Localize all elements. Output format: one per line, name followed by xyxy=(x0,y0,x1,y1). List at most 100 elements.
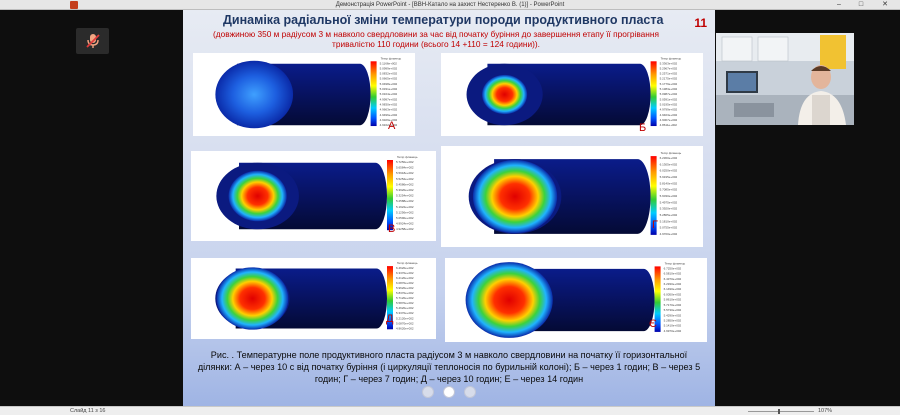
status-bar: Слайд 11 з 16 107% xyxy=(0,406,900,415)
legend-tick: 5.7170e+002 xyxy=(664,303,682,307)
legend-tick: 5.5918e+002 xyxy=(396,171,414,175)
maximize-icon[interactable]: □ xyxy=(858,1,864,8)
nav-dot-prev[interactable] xyxy=(422,386,434,398)
legend-tick: 6.2930e+002 xyxy=(664,282,682,286)
legend-tick: 5.0164e+002 xyxy=(380,92,398,96)
legend-tick: 5.1410e+002 xyxy=(664,324,682,328)
legend-tick: 5.2175e+002 xyxy=(660,77,678,81)
slide-canvas: Динаміка радіальної зміни температури по… xyxy=(183,10,715,406)
legend-colorbar xyxy=(654,266,661,332)
legend-tick: 5.0590e+002 xyxy=(396,216,414,220)
heat-spot xyxy=(228,170,287,222)
legend-tick: 5.1922e+002 xyxy=(396,205,414,209)
legend-tick: 5.2120e+002 xyxy=(396,316,414,320)
legend-tick: 5.4290e+002 xyxy=(664,313,682,317)
legend-tick: 4.9162e+002 xyxy=(380,123,398,127)
nav-dot-next[interactable] xyxy=(464,386,476,398)
legend-tick: 5.2588e+002 xyxy=(396,199,414,203)
legend-tick: 5.5252e+002 xyxy=(396,177,414,181)
zoom-slider-thumb[interactable] xyxy=(778,409,780,414)
panel-label: В xyxy=(388,223,396,235)
legend-tick: 6.3370e+002 xyxy=(396,271,414,275)
legend-tick: 4.9700e+002 xyxy=(660,232,678,236)
zoom-slider[interactable] xyxy=(748,411,814,412)
webcam-video xyxy=(716,33,854,125)
legend-tick: 5.0195e+002 xyxy=(660,102,678,106)
legend-title: Temp фланець xyxy=(661,151,682,155)
legend-tick: 5.0665e+002 xyxy=(380,77,398,81)
legend-tick: 5.7120e+002 xyxy=(396,296,414,300)
figure-caption: Рис. . Температурне поле продуктивного п… xyxy=(197,350,701,384)
slide-count: Слайд 11 з 16 xyxy=(70,408,106,414)
panel-label: Б xyxy=(639,122,647,134)
legend-tick: 5.3920e+002 xyxy=(660,207,678,211)
legend-colorbar xyxy=(387,266,393,330)
close-icon[interactable]: ✕ xyxy=(882,1,888,8)
window-titlebar: Демонстрація PowerPoint - [ВВН-Катало на… xyxy=(0,0,900,10)
legend-tick: 5.6584e+002 xyxy=(396,166,414,170)
heat-spot xyxy=(482,74,528,115)
window-title: Демонстрація PowerPoint - [ВВН-Катало на… xyxy=(335,2,565,8)
legend-tick: 4.9403e+002 xyxy=(660,113,678,117)
legend-tick: 5.0870e+002 xyxy=(396,321,414,325)
legend-tick: 6.7250e+002 xyxy=(664,266,682,270)
legend-tick: 4.9496e+002 xyxy=(380,113,398,117)
legend-colorbar xyxy=(387,160,393,231)
legend-tick: 4.9329e+002 xyxy=(380,118,398,122)
legend-tick: 5.0331e+002 xyxy=(380,87,398,91)
legend-tick: 5.8370e+002 xyxy=(396,291,414,295)
minimize-icon[interactable]: – xyxy=(837,1,841,8)
heat-spot xyxy=(465,262,553,338)
slide-subtitle: (довжиною 350 м радіусом 3 м навколо све… xyxy=(213,29,659,49)
legend-tick: 4.9007e+002 xyxy=(660,118,678,122)
legend-tick: 4.9258e+002 xyxy=(396,227,414,231)
legend-tick: 5.0999e+002 xyxy=(380,66,398,70)
slide-title: Динаміка радіальної зміни температури по… xyxy=(223,13,664,27)
temperature-panel: Temp фланець 5.7250e+002 5.6584e+002 5.5918… xyxy=(191,151,436,241)
legend-tick: 4.8611e+002 xyxy=(660,123,678,127)
legend-tick: 6.4370e+002 xyxy=(664,277,682,281)
legend-tick: 6.0250e+002 xyxy=(660,169,678,173)
legend-tick: 4.9620e+002 xyxy=(396,326,414,330)
legend-tick: 6.0870e+002 xyxy=(396,281,414,285)
legend-tick: 4.9830e+002 xyxy=(380,102,398,106)
temperature-panel: Temp фланець 5.1166e+002 5.0999e+002 5.0832… xyxy=(193,53,415,136)
heat-spot xyxy=(215,60,294,129)
legend-colorbar xyxy=(650,61,657,127)
panel-label: А xyxy=(388,120,396,132)
legend-tick: 5.8140e+002 xyxy=(660,181,678,185)
legend-title: Temp фланець xyxy=(397,261,418,265)
temperature-panel: Temp фланець 5.3363e+002 5.2967e+002 5.2571… xyxy=(441,53,703,136)
legend-tick: 4.9799e+002 xyxy=(660,108,678,112)
legend-tick: 5.1779e+002 xyxy=(660,82,678,86)
legend-tick: 5.0832e+002 xyxy=(380,72,398,76)
legend-tick: 5.3254e+002 xyxy=(396,194,414,198)
legend-tick: 6.1490e+002 xyxy=(664,287,682,291)
legend-tick: 4.9663e+002 xyxy=(380,108,398,112)
legend-title: Temp фланець xyxy=(661,56,682,60)
legend-tick: 4.9924e+002 xyxy=(396,222,414,226)
legend-tick: 5.3920e+002 xyxy=(396,188,414,192)
legend-tick: 5.2850e+002 xyxy=(664,319,682,323)
legend-tick: 5.8610e+002 xyxy=(664,298,682,302)
legend-tick: 5.9620e+002 xyxy=(396,286,414,290)
nav-dot-current[interactable] xyxy=(443,386,455,398)
temperature-panel: Temp фланець 6.7250e+002 6.5810e+002 6.4370… xyxy=(445,258,707,342)
legend-tick: 5.3370e+002 xyxy=(396,311,414,315)
temperature-panel: Temp фланець 6.4620e+002 6.3370e+002 6.2120… xyxy=(191,258,436,339)
legend-tick: 5.0591e+002 xyxy=(660,97,678,101)
legend-tick: 4.9997e+002 xyxy=(380,97,398,101)
legend-tick: 6.0050e+002 xyxy=(664,292,682,296)
legend-tick: 5.0987e+002 xyxy=(660,92,678,96)
legend-colorbar xyxy=(370,61,377,127)
legend-tick: 6.2360e+002 xyxy=(660,156,678,160)
legend-tick: 5.4586e+002 xyxy=(396,182,414,186)
panel-label: Є xyxy=(649,318,657,330)
mic-off-icon xyxy=(85,34,100,48)
legend-tick: 5.4620e+002 xyxy=(396,306,414,310)
legend-tick: 5.1383e+002 xyxy=(660,87,678,91)
mic-off-button[interactable] xyxy=(76,28,109,54)
temperature-panel: Temp фланець 6.2360e+002 6.1305e+002 6.0250… xyxy=(441,146,703,247)
slide-number: 11 xyxy=(694,16,707,30)
